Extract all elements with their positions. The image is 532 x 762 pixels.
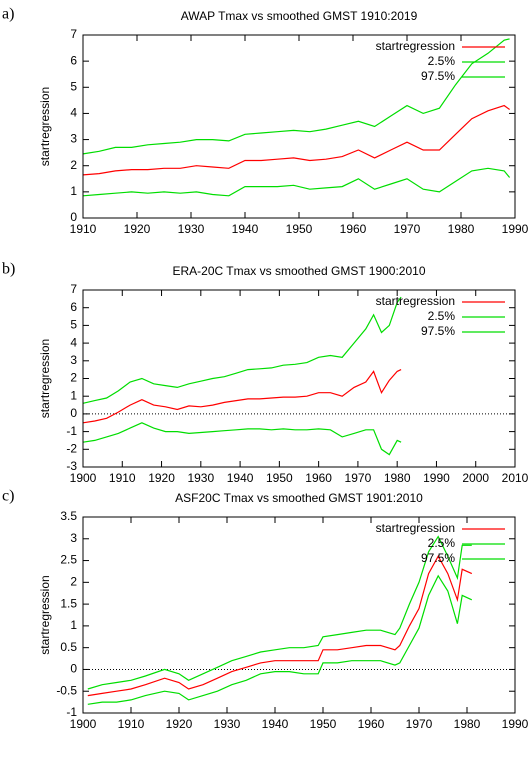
y-tick-label: 4 — [70, 335, 77, 349]
y-tick-label: 3.5 — [60, 509, 77, 523]
x-tick-label: 1950 — [266, 471, 293, 485]
x-tick-label: 2010 — [502, 471, 529, 485]
series-line — [82, 104, 510, 176]
x-tick-label: 1990 — [502, 222, 529, 236]
y-tick-label: 0 — [70, 406, 77, 420]
series-line — [82, 422, 402, 456]
series-line — [82, 296, 402, 404]
y-tick-label: 3 — [70, 353, 77, 367]
series-line — [82, 369, 402, 424]
x-tick-label: 1920 — [166, 717, 193, 731]
panel: b) ERA-20C Tmax vs smoothed GMST 1900:201… — [2, 261, 529, 486]
x-tick-label: 1940 — [262, 717, 289, 731]
y-tick-label: -2 — [66, 441, 77, 455]
x-tick-label: 1950 — [286, 222, 313, 236]
y-tick-label: 2.5 — [60, 553, 77, 567]
panel-label: c) — [2, 488, 14, 505]
series-line — [87, 554, 473, 697]
chart-title: AWAP Tmax vs smoothed GMST 1910:2019 — [181, 9, 418, 23]
chart-title: ERA-20C Tmax vs smoothed GMST 1900:2010 — [172, 264, 425, 278]
x-tick-label: 1920 — [148, 471, 175, 485]
x-tick-label: 1910 — [70, 222, 97, 236]
y-tick-label: 4 — [70, 106, 77, 120]
x-tick-label: 1920 — [124, 222, 151, 236]
x-tick-label: 1940 — [227, 471, 254, 485]
y-tick-label: -1 — [66, 424, 77, 438]
y-tick-label: -0.5 — [56, 683, 77, 697]
chart-title: ASF20C Tmax vs smoothed GMST 1901:2010 — [175, 491, 423, 505]
x-tick-label: 1960 — [305, 471, 332, 485]
y-tick-label: 6 — [70, 53, 77, 67]
y-axis-label: startregression — [38, 87, 52, 166]
x-tick-label: 2000 — [462, 471, 489, 485]
legend-label: startregression — [376, 521, 455, 535]
y-tick-label: 0 — [70, 662, 77, 676]
y-axis-label: startregression — [38, 575, 52, 654]
legend-label: startregression — [376, 39, 455, 53]
x-tick-label: 1980 — [384, 471, 411, 485]
x-tick-label: 1960 — [340, 222, 367, 236]
x-tick-label: 1970 — [345, 471, 372, 485]
y-axis-label: startregression — [38, 339, 52, 418]
y-tick-label: 1.5 — [60, 596, 77, 610]
x-tick-label: 1980 — [454, 717, 481, 731]
y-tick-label: 3 — [70, 132, 77, 146]
legend-label: 2.5% — [428, 54, 456, 68]
legend-label: 2.5% — [428, 309, 456, 323]
x-tick-label: 1900 — [70, 717, 97, 731]
y-tick-label: 6 — [70, 300, 77, 314]
y-tick-label: 7 — [70, 27, 77, 41]
x-tick-label: 1980 — [448, 222, 475, 236]
y-tick-label: 1 — [70, 184, 77, 198]
x-tick-label: 1950 — [310, 717, 337, 731]
y-tick-label: 7 — [70, 282, 77, 296]
y-tick-label: 1 — [70, 618, 77, 632]
x-tick-label: 1910 — [109, 471, 136, 485]
panel-label: a) — [2, 6, 14, 23]
y-tick-label: 5 — [70, 318, 77, 332]
legend-label: startregression — [376, 294, 455, 308]
panel: a) AWAP Tmax vs smoothed GMST 1910:2019 st… — [2, 6, 529, 237]
plot-frame — [82, 516, 516, 714]
legend-label: 97.5% — [421, 551, 455, 565]
legend-label: 97.5% — [421, 69, 455, 83]
panel: c) ASF20C Tmax vs smoothed GMST 1901:2010… — [2, 488, 529, 732]
x-tick-label: 1930 — [178, 222, 205, 236]
x-tick-label: 1930 — [187, 471, 214, 485]
y-tick-label: -1 — [66, 705, 77, 719]
x-tick-label: 1990 — [502, 717, 529, 731]
x-tick-label: 1960 — [358, 717, 385, 731]
series-line — [82, 167, 511, 197]
plot-frame — [82, 289, 516, 468]
y-tick-label: 5 — [70, 79, 77, 93]
y-tick-label: 3 — [70, 531, 77, 545]
y-tick-label: 1 — [70, 388, 77, 402]
legend-label: 2.5% — [428, 536, 456, 550]
y-tick-label: -3 — [66, 459, 77, 473]
x-tick-label: 1910 — [118, 717, 145, 731]
y-tick-label: 2 — [70, 158, 77, 172]
series-line — [82, 38, 510, 155]
series-line — [87, 535, 472, 690]
panel-label: b) — [2, 261, 15, 278]
x-tick-label: 1940 — [232, 222, 259, 236]
x-tick-label: 1930 — [214, 717, 241, 731]
x-tick-label: 1970 — [406, 717, 433, 731]
x-tick-label: 1990 — [423, 471, 450, 485]
x-tick-label: 1970 — [394, 222, 421, 236]
plot-frame — [82, 34, 516, 219]
legend-label: 97.5% — [421, 324, 455, 338]
y-tick-label: 0.5 — [60, 640, 77, 654]
series-line — [87, 574, 473, 705]
y-tick-label: 2 — [70, 575, 77, 589]
x-tick-label: 1900 — [70, 471, 97, 485]
y-tick-label: 2 — [70, 371, 77, 385]
y-tick-label: 0 — [70, 210, 77, 224]
